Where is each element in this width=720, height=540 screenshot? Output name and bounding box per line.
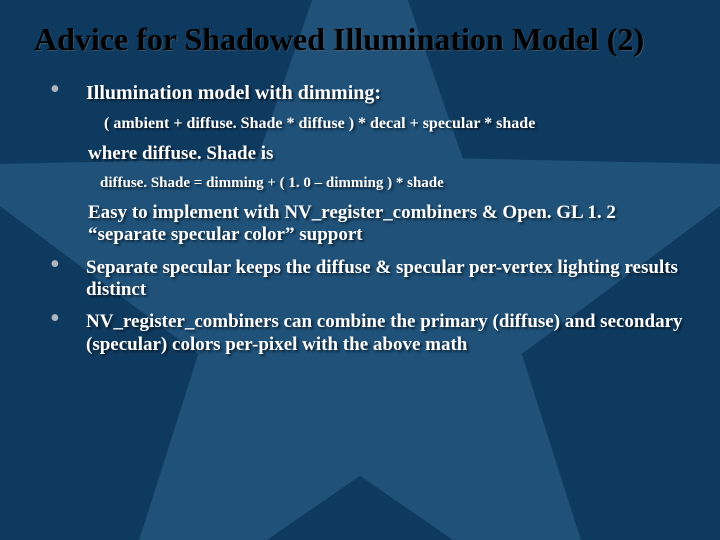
b1-sub: where diffuse. Shade is [88, 143, 690, 165]
bullet-list: Illumination model with dimming: ( ambie… [50, 82, 690, 356]
slide-title: Advice for Shadowed Illumination Model (… [34, 22, 690, 58]
slide-content: Advice for Shadowed Illumination Model (… [0, 0, 720, 356]
b1-heading: Illumination model with dimming: [86, 82, 690, 105]
b1-formula2: diffuse. Shade = dimming + ( 1. 0 – dimm… [100, 175, 690, 192]
b1-para: Easy to implement with NV_register_combi… [88, 202, 690, 247]
b1-formula1: ( ambient + diffuse. Shade * diffuse ) *… [104, 115, 690, 133]
b2-text: Separate specular keeps the diffuse & sp… [86, 257, 690, 302]
bullet-1: Illumination model with dimming: ( ambie… [50, 82, 690, 247]
bullet-3: NV_register_combiners can combine the pr… [50, 311, 690, 356]
b3-text: NV_register_combiners can combine the pr… [86, 311, 690, 356]
bullet-2: Separate specular keeps the diffuse & sp… [50, 257, 690, 302]
